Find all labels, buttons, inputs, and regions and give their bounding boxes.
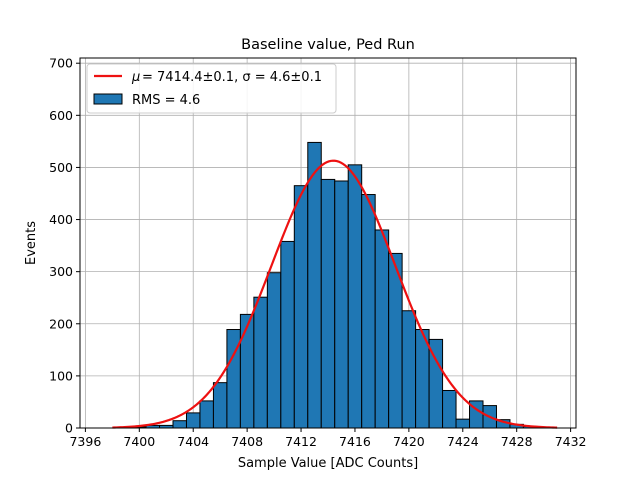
legend-hist-label: RMS = 4.6 bbox=[132, 93, 200, 108]
histogram-bar bbox=[199, 400, 214, 429]
plot-frame bbox=[79, 57, 577, 429]
histogram-bar bbox=[361, 194, 376, 429]
histogram-bar bbox=[347, 164, 363, 429]
x-axis-ticks: 7396 7400 7404 7408 7412 7416 7420 7424 7428 7432 bbox=[69, 428, 587, 449]
x-tick-label: 7428 bbox=[501, 434, 533, 449]
y-tick-label: 100 bbox=[49, 368, 73, 383]
chart-title: Baseline value, Ped Run bbox=[241, 37, 415, 53]
legend: μ = 7414.4±0.1, σ = 4.6±0.1 RMS = 4.6 bbox=[86, 63, 337, 114]
gaussian-fit-curve bbox=[112, 159, 558, 429]
histogram-bar bbox=[442, 389, 457, 429]
legend-fit-label: = 7414.4±0.1, σ = 4.6±0.1 bbox=[142, 70, 322, 85]
histogram-bar bbox=[185, 412, 201, 429]
y-tick-label: 600 bbox=[49, 108, 73, 123]
histogram-bars bbox=[132, 141, 538, 429]
y-tick-label: 500 bbox=[49, 160, 73, 175]
histogram-bar bbox=[374, 229, 390, 429]
x-tick-label: 7396 bbox=[69, 434, 101, 449]
x-tick-label: 7420 bbox=[393, 434, 425, 449]
y-tick-label: 200 bbox=[49, 316, 73, 331]
x-tick-label: 7400 bbox=[123, 434, 155, 449]
x-axis-label: Sample Value [ADC Counts] bbox=[238, 456, 418, 471]
legend-box bbox=[86, 63, 337, 114]
histogram-bar bbox=[293, 185, 309, 429]
fit-curve-layer bbox=[112, 159, 558, 429]
histogram-bar bbox=[212, 382, 228, 429]
y-tick-label: 0 bbox=[65, 421, 73, 436]
y-axis-label: Events bbox=[24, 221, 39, 265]
y-tick-label: 700 bbox=[49, 56, 73, 71]
x-tick-label: 7416 bbox=[339, 434, 371, 449]
histogram-bar bbox=[455, 418, 471, 429]
histogram-bar bbox=[334, 180, 349, 429]
y-tick-label: 400 bbox=[49, 212, 73, 227]
histogram-bar bbox=[239, 313, 255, 429]
legend-hist-swatch bbox=[93, 93, 123, 105]
x-tick-label: 7404 bbox=[177, 434, 209, 449]
y-tick-label: 300 bbox=[49, 264, 73, 279]
legend-mu-symbol: μ bbox=[131, 70, 140, 85]
x-tick-label: 7408 bbox=[231, 434, 263, 449]
histogram-bar bbox=[253, 296, 268, 429]
histogram-bar bbox=[307, 141, 322, 429]
histogram-bar bbox=[401, 310, 417, 429]
histogram-bar bbox=[172, 420, 187, 429]
x-tick-label: 7412 bbox=[285, 434, 317, 449]
x-tick-label: 7432 bbox=[555, 434, 587, 449]
histogram-bar bbox=[266, 272, 282, 429]
y-axis-ticks: 0 100 200 300 400 500 600 700 bbox=[49, 56, 80, 436]
x-tick-label: 7424 bbox=[447, 434, 479, 449]
histogram-bar bbox=[320, 178, 336, 429]
histogram-bar bbox=[280, 240, 295, 429]
